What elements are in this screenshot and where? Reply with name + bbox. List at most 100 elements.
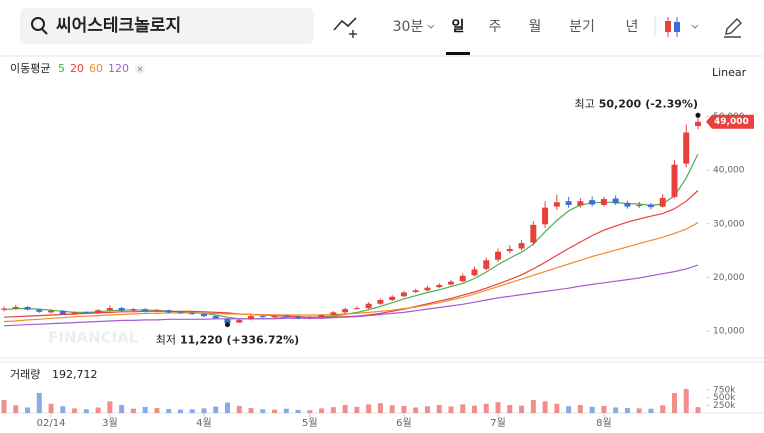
- volume-bar: [1, 400, 7, 413]
- candle-body: [471, 269, 478, 276]
- last-price-label: 49,000: [714, 117, 749, 127]
- volume-bar: [683, 389, 689, 413]
- candle-body: [400, 292, 407, 297]
- volume-bar: [613, 407, 619, 413]
- period-tab[interactable]: 분기: [569, 19, 595, 35]
- volume-bar: [72, 408, 78, 413]
- extreme-value-label: 11,220: [180, 334, 223, 347]
- volume-bar: [660, 405, 666, 413]
- candle-body: [377, 300, 384, 304]
- volume-bar: [95, 407, 101, 413]
- volume-bar: [130, 408, 136, 413]
- volume-bar: [554, 403, 560, 413]
- volume-current: 192,712: [52, 368, 98, 381]
- volume-bar: [189, 409, 195, 413]
- candle-body: [142, 309, 149, 312]
- candle-body: [295, 316, 302, 319]
- volume-bar: [330, 407, 336, 413]
- volume-bar: [166, 409, 172, 413]
- volume-bar: [342, 405, 348, 413]
- y-tick-label: 10,000: [713, 327, 745, 337]
- volume-bar: [295, 409, 301, 413]
- candle-body: [647, 204, 654, 208]
- volume-bar: [648, 408, 654, 413]
- candle-body: [542, 207, 549, 225]
- candle-body: [153, 310, 160, 312]
- candle-body: [318, 315, 325, 318]
- y-tick-label: 40,000: [713, 166, 745, 176]
- x-tick-label: 02/14: [37, 418, 66, 429]
- chart-style-icon[interactable]: [665, 17, 699, 37]
- volume-bar: [213, 406, 219, 413]
- period-tab[interactable]: 월: [529, 19, 542, 35]
- period-tab[interactable]: 일: [452, 19, 465, 35]
- volume-bar: [319, 408, 325, 413]
- volume-bar: [671, 393, 677, 413]
- candle-body: [212, 316, 219, 319]
- volume-tick-label: 500k: [713, 393, 736, 403]
- ma-label: 이동평균: [10, 62, 50, 75]
- legend-close: [137, 66, 143, 72]
- extreme-label: 최고 50,200 (-2.39%): [575, 97, 699, 110]
- volume-bar: [177, 409, 183, 413]
- scale-label[interactable]: Linear: [712, 66, 747, 79]
- period-tab[interactable]: 30분: [393, 19, 424, 35]
- volume-bar: [248, 408, 254, 413]
- ma-line: [3, 222, 699, 323]
- indicator-icon[interactable]: [333, 17, 357, 31]
- candle-body: [95, 310, 102, 313]
- volume-bar: [389, 405, 395, 413]
- candle-body: [565, 201, 572, 205]
- period-tab[interactable]: 년: [626, 19, 639, 35]
- volume-bar: [401, 405, 407, 413]
- candle-body: [624, 202, 631, 207]
- icon-body: [674, 22, 680, 32]
- volume-bar: [272, 409, 278, 413]
- last-price-tag: [706, 114, 754, 129]
- candle-body: [283, 315, 290, 317]
- legend-entry[interactable]: 60: [89, 62, 103, 75]
- volume-bar: [483, 403, 489, 413]
- search-text[interactable]: 씨어스테크놀로지: [56, 16, 181, 36]
- active-tab-underline: [446, 52, 470, 55]
- volume-bar: [413, 407, 419, 413]
- search-box[interactable]: [20, 8, 314, 44]
- candle-body: [224, 318, 231, 324]
- volume-bar: [83, 409, 89, 413]
- candle-body: [306, 317, 313, 319]
- volume-bar: [577, 405, 583, 413]
- candle-body: [389, 296, 396, 301]
- watermark: FINANCIAL: [48, 329, 139, 347]
- candle-body: [495, 251, 502, 260]
- candle-body: [683, 132, 690, 164]
- volume-bar: [224, 402, 230, 413]
- draw-icon[interactable]: [724, 18, 742, 38]
- candle-body: [695, 121, 701, 127]
- candle-body: [636, 204, 643, 207]
- candle-body: [659, 197, 666, 207]
- candle-body: [248, 316, 255, 320]
- x-tick-label: 8월: [596, 417, 612, 429]
- icon-caret: [691, 24, 699, 29]
- volume-bar: [436, 405, 442, 413]
- volume-bar: [542, 401, 548, 413]
- volume-bar: [507, 405, 513, 413]
- candle-body: [177, 312, 184, 314]
- candle-body: [271, 315, 278, 318]
- period-tab[interactable]: 주: [489, 19, 502, 35]
- legend-entry[interactable]: 5: [58, 62, 65, 75]
- x-tick-label: 7월: [490, 417, 506, 429]
- volume-bar: [107, 401, 113, 413]
- candle-body: [36, 309, 43, 312]
- volume-bar: [307, 410, 313, 413]
- volume-bar: [119, 405, 125, 413]
- candle-body: [530, 224, 537, 243]
- legend-entry[interactable]: 120: [108, 62, 129, 75]
- volume-bar: [48, 403, 54, 413]
- candle-body: [106, 308, 113, 311]
- volume-bar: [366, 404, 372, 413]
- volume-bar: [142, 406, 148, 413]
- legend-entry[interactable]: 20: [70, 62, 84, 75]
- candle-body: [447, 281, 454, 285]
